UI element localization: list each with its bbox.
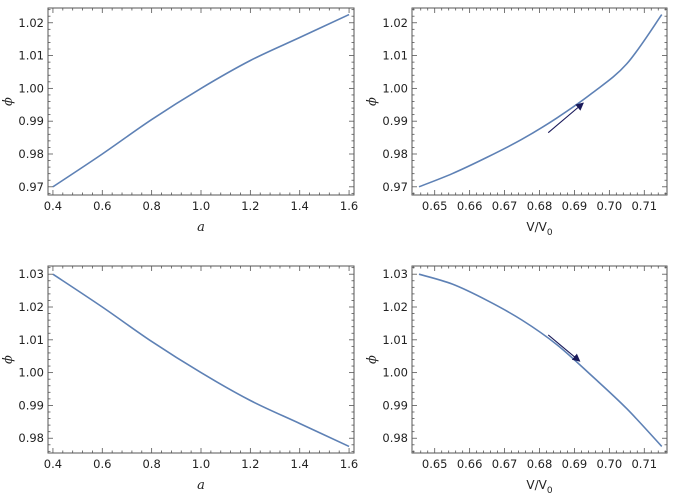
x-tick-label: 0.66: [457, 457, 483, 471]
y-tick-label: 1.02: [382, 16, 408, 30]
direction-arrow: [547, 102, 584, 134]
y-tick-label: 1.00: [382, 81, 408, 95]
x-axis-label: a: [197, 220, 205, 235]
x-tick-label: 0.67: [492, 457, 518, 471]
y-axis-label: ϕ: [1, 97, 16, 106]
x-tick-label: 0.66: [457, 199, 483, 213]
y-tick-label: 0.99: [18, 114, 44, 128]
panel-4: 0.65 0.66 0.67 0.68 0.69 0.70 0.71 0.98 0.99 1.00…: [365, 265, 668, 496]
y-tick-label: 1.00: [382, 366, 408, 380]
y-tick-label: 0.99: [18, 398, 44, 412]
x-tick-label: 0.71: [631, 199, 657, 213]
x-tick-label: 1.4: [291, 199, 309, 213]
y-tick-label: 0.99: [382, 398, 408, 412]
x-tick-label: 0.68: [527, 457, 553, 471]
y-tick-label: 1.02: [18, 16, 44, 30]
x-tick-label: 0.69: [562, 199, 588, 213]
x-tick-label: 1.6: [340, 199, 358, 213]
series-line: [52, 13, 350, 188]
plot-frame: [47, 265, 355, 454]
plot-frame: [411, 265, 668, 454]
y-tick-label: 1.00: [18, 366, 44, 380]
y-tick-label: 1.02: [382, 300, 408, 314]
x-axis-label: V/V0: [526, 478, 552, 496]
x-tick-label: 0.68: [527, 199, 553, 213]
y-axis-label: ϕ: [1, 355, 16, 364]
series-line: [418, 14, 663, 188]
x-tick-label: 0.65: [422, 199, 448, 213]
x-tick-label: 1.0: [192, 457, 210, 471]
y-tick-label: 1.03: [382, 267, 408, 281]
x-axis-label: V/V0: [526, 220, 552, 238]
plot-frame: [47, 7, 355, 196]
y-tick-label: 1.03: [18, 267, 44, 281]
series-line: [418, 273, 663, 447]
y-axis-label: ϕ: [365, 355, 380, 364]
y-tick-label: 1.01: [382, 333, 408, 347]
y-tick-label: 0.98: [18, 431, 44, 445]
y-tick-label: 0.97: [382, 180, 408, 194]
y-tick-label: 0.98: [382, 147, 408, 161]
x-tick-label: 0.70: [597, 457, 623, 471]
x-tick-label: 1.4: [291, 457, 309, 471]
y-tick-label: 1.02: [18, 300, 44, 314]
y-tick-label: 0.97: [18, 180, 44, 194]
x-tick-label: 1.0: [192, 199, 210, 213]
x-tick-label: 0.65: [422, 457, 448, 471]
x-tick-label: 0.8: [142, 199, 160, 213]
x-tick-label: 1.6: [340, 457, 358, 471]
direction-arrow: [547, 334, 581, 362]
y-tick-label: 1.01: [382, 49, 408, 63]
x-tick-label: 0.6: [93, 457, 111, 471]
panel-2: 0.65 0.66 0.67 0.68 0.69 0.70 0.71 0.97 0.98 0.99…: [365, 7, 668, 238]
y-tick-label: 0.98: [18, 147, 44, 161]
x-tick-label: 0.4: [44, 457, 62, 471]
x-tick-label: 0.71: [631, 457, 657, 471]
x-tick-label: 0.67: [492, 199, 518, 213]
x-tick-label: 1.2: [241, 457, 259, 471]
x-tick-label: 0.70: [597, 199, 623, 213]
y-tick-label: 0.99: [382, 114, 408, 128]
x-tick-label: 1.2: [241, 199, 259, 213]
x-tick-label: 0.69: [562, 457, 588, 471]
y-tick-label: 0.98: [382, 431, 408, 445]
y-tick-label: 1.01: [18, 49, 44, 63]
x-axis-label: a: [197, 478, 205, 493]
x-tick-label: 0.6: [93, 199, 111, 213]
x-tick-label: 0.8: [142, 457, 160, 471]
panel-1: 0.4 0.6 0.8 1.0 1.2 1.4 1.6 0.97 0.98 0.99 1.00 1.0…: [1, 7, 358, 235]
y-tick-label: 1.00: [18, 81, 44, 95]
x-tick-label: 0.4: [44, 199, 62, 213]
y-axis-label: ϕ: [365, 97, 380, 106]
panel-3: 0.4 0.6 0.8 1.0 1.2 1.4 1.6 0.98 0.99 1.00 1.01 1.0…: [1, 265, 358, 493]
y-tick-label: 1.01: [18, 333, 44, 347]
plot-frame: [411, 7, 668, 196]
series-line: [52, 273, 350, 448]
